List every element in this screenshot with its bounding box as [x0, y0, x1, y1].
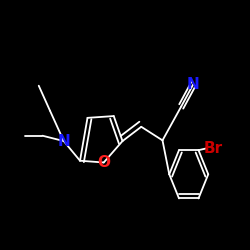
- Text: Br: Br: [204, 141, 223, 156]
- Text: O: O: [97, 155, 110, 170]
- Text: N: N: [187, 77, 200, 92]
- Text: N: N: [58, 134, 70, 148]
